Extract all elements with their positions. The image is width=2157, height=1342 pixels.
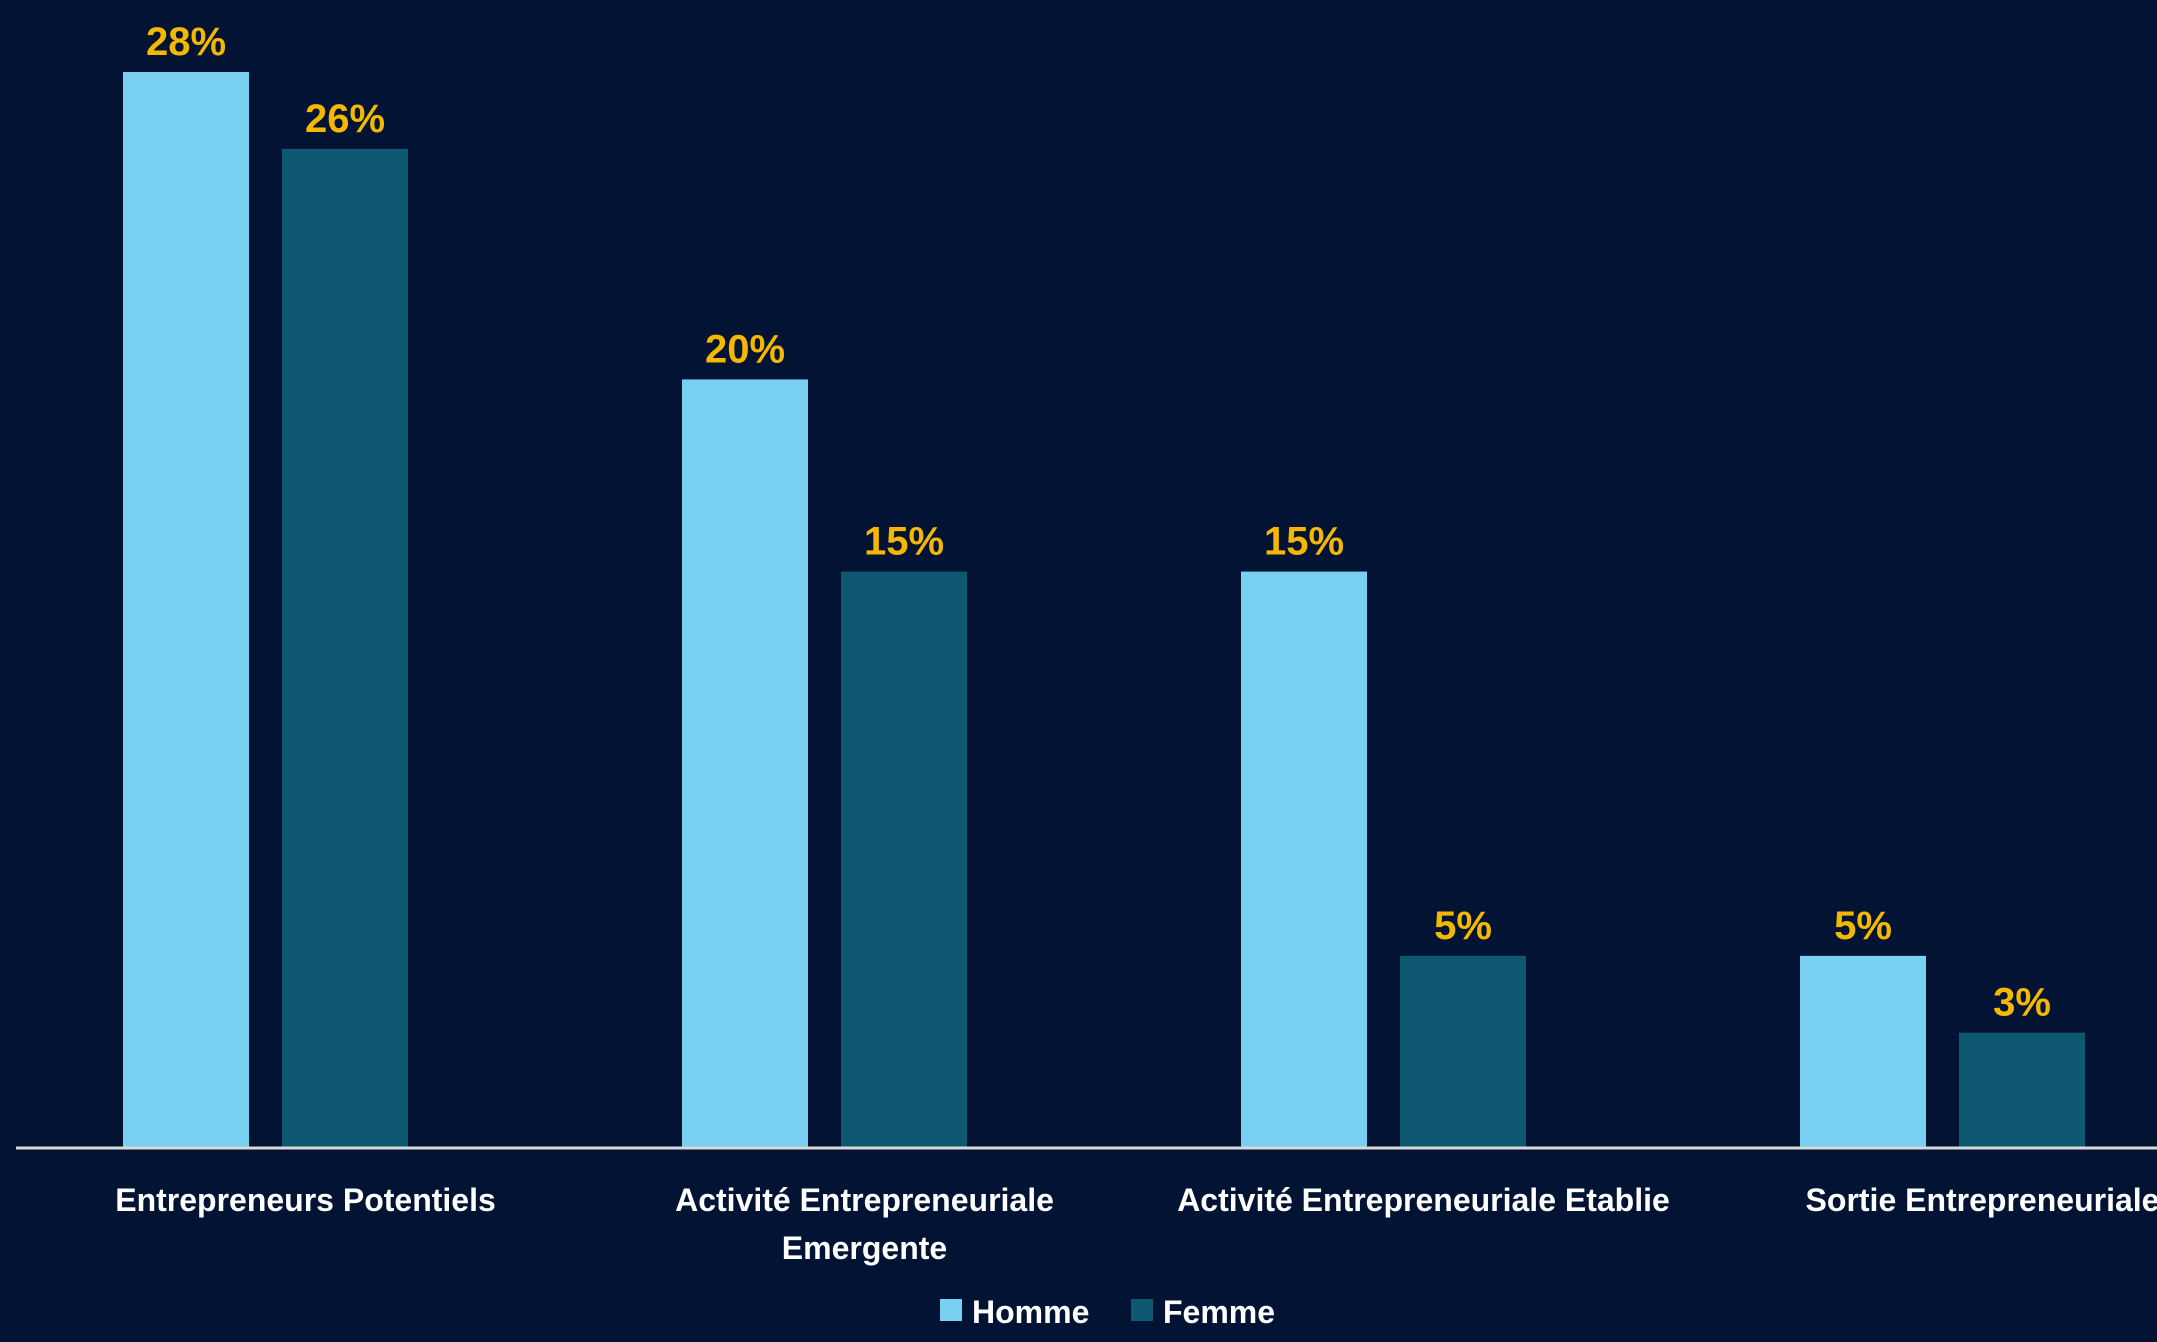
bar-femme-1: [282, 148, 408, 1148]
data-label-homme-4: 5%: [1834, 904, 1892, 948]
legend-swatch-femme: [1131, 1299, 1153, 1321]
bar-femme-3: [1400, 955, 1526, 1148]
data-label-homme-1: 28%: [146, 20, 226, 64]
x-tick-label-4: Sortie Entrepreneuriale: [1806, 1182, 2157, 1218]
x-tick-label-2: Activité Entrepreneuriale: [675, 1182, 1054, 1218]
data-label-homme-3: 15%: [1264, 520, 1344, 564]
data-label-femme-1: 26%: [305, 97, 385, 141]
x-tick-label-3: Activité Entrepreneuriale Etablie: [1177, 1182, 1670, 1218]
legend-label-homme: Homme: [972, 1294, 1089, 1330]
legend-label-femme: Femme: [1163, 1294, 1275, 1330]
data-label-homme-2: 20%: [705, 327, 785, 371]
bar-femme-4: [1959, 1032, 2085, 1148]
x-tick-label-2: Emergente: [782, 1230, 947, 1266]
bar-homme-3: [1241, 571, 1367, 1148]
data-label-femme-2: 15%: [864, 520, 944, 564]
bar-femme-2: [841, 571, 967, 1148]
bar-homme-1: [123, 72, 249, 1148]
data-label-femme-3: 5%: [1434, 904, 1492, 948]
legend-swatch-homme: [940, 1299, 962, 1321]
data-label-femme-4: 3%: [1993, 981, 2051, 1025]
x-tick-label-1: Entrepreneurs Potentiels: [115, 1182, 496, 1218]
bar-homme-4: [1800, 955, 1926, 1148]
bar-homme-2: [682, 379, 808, 1148]
